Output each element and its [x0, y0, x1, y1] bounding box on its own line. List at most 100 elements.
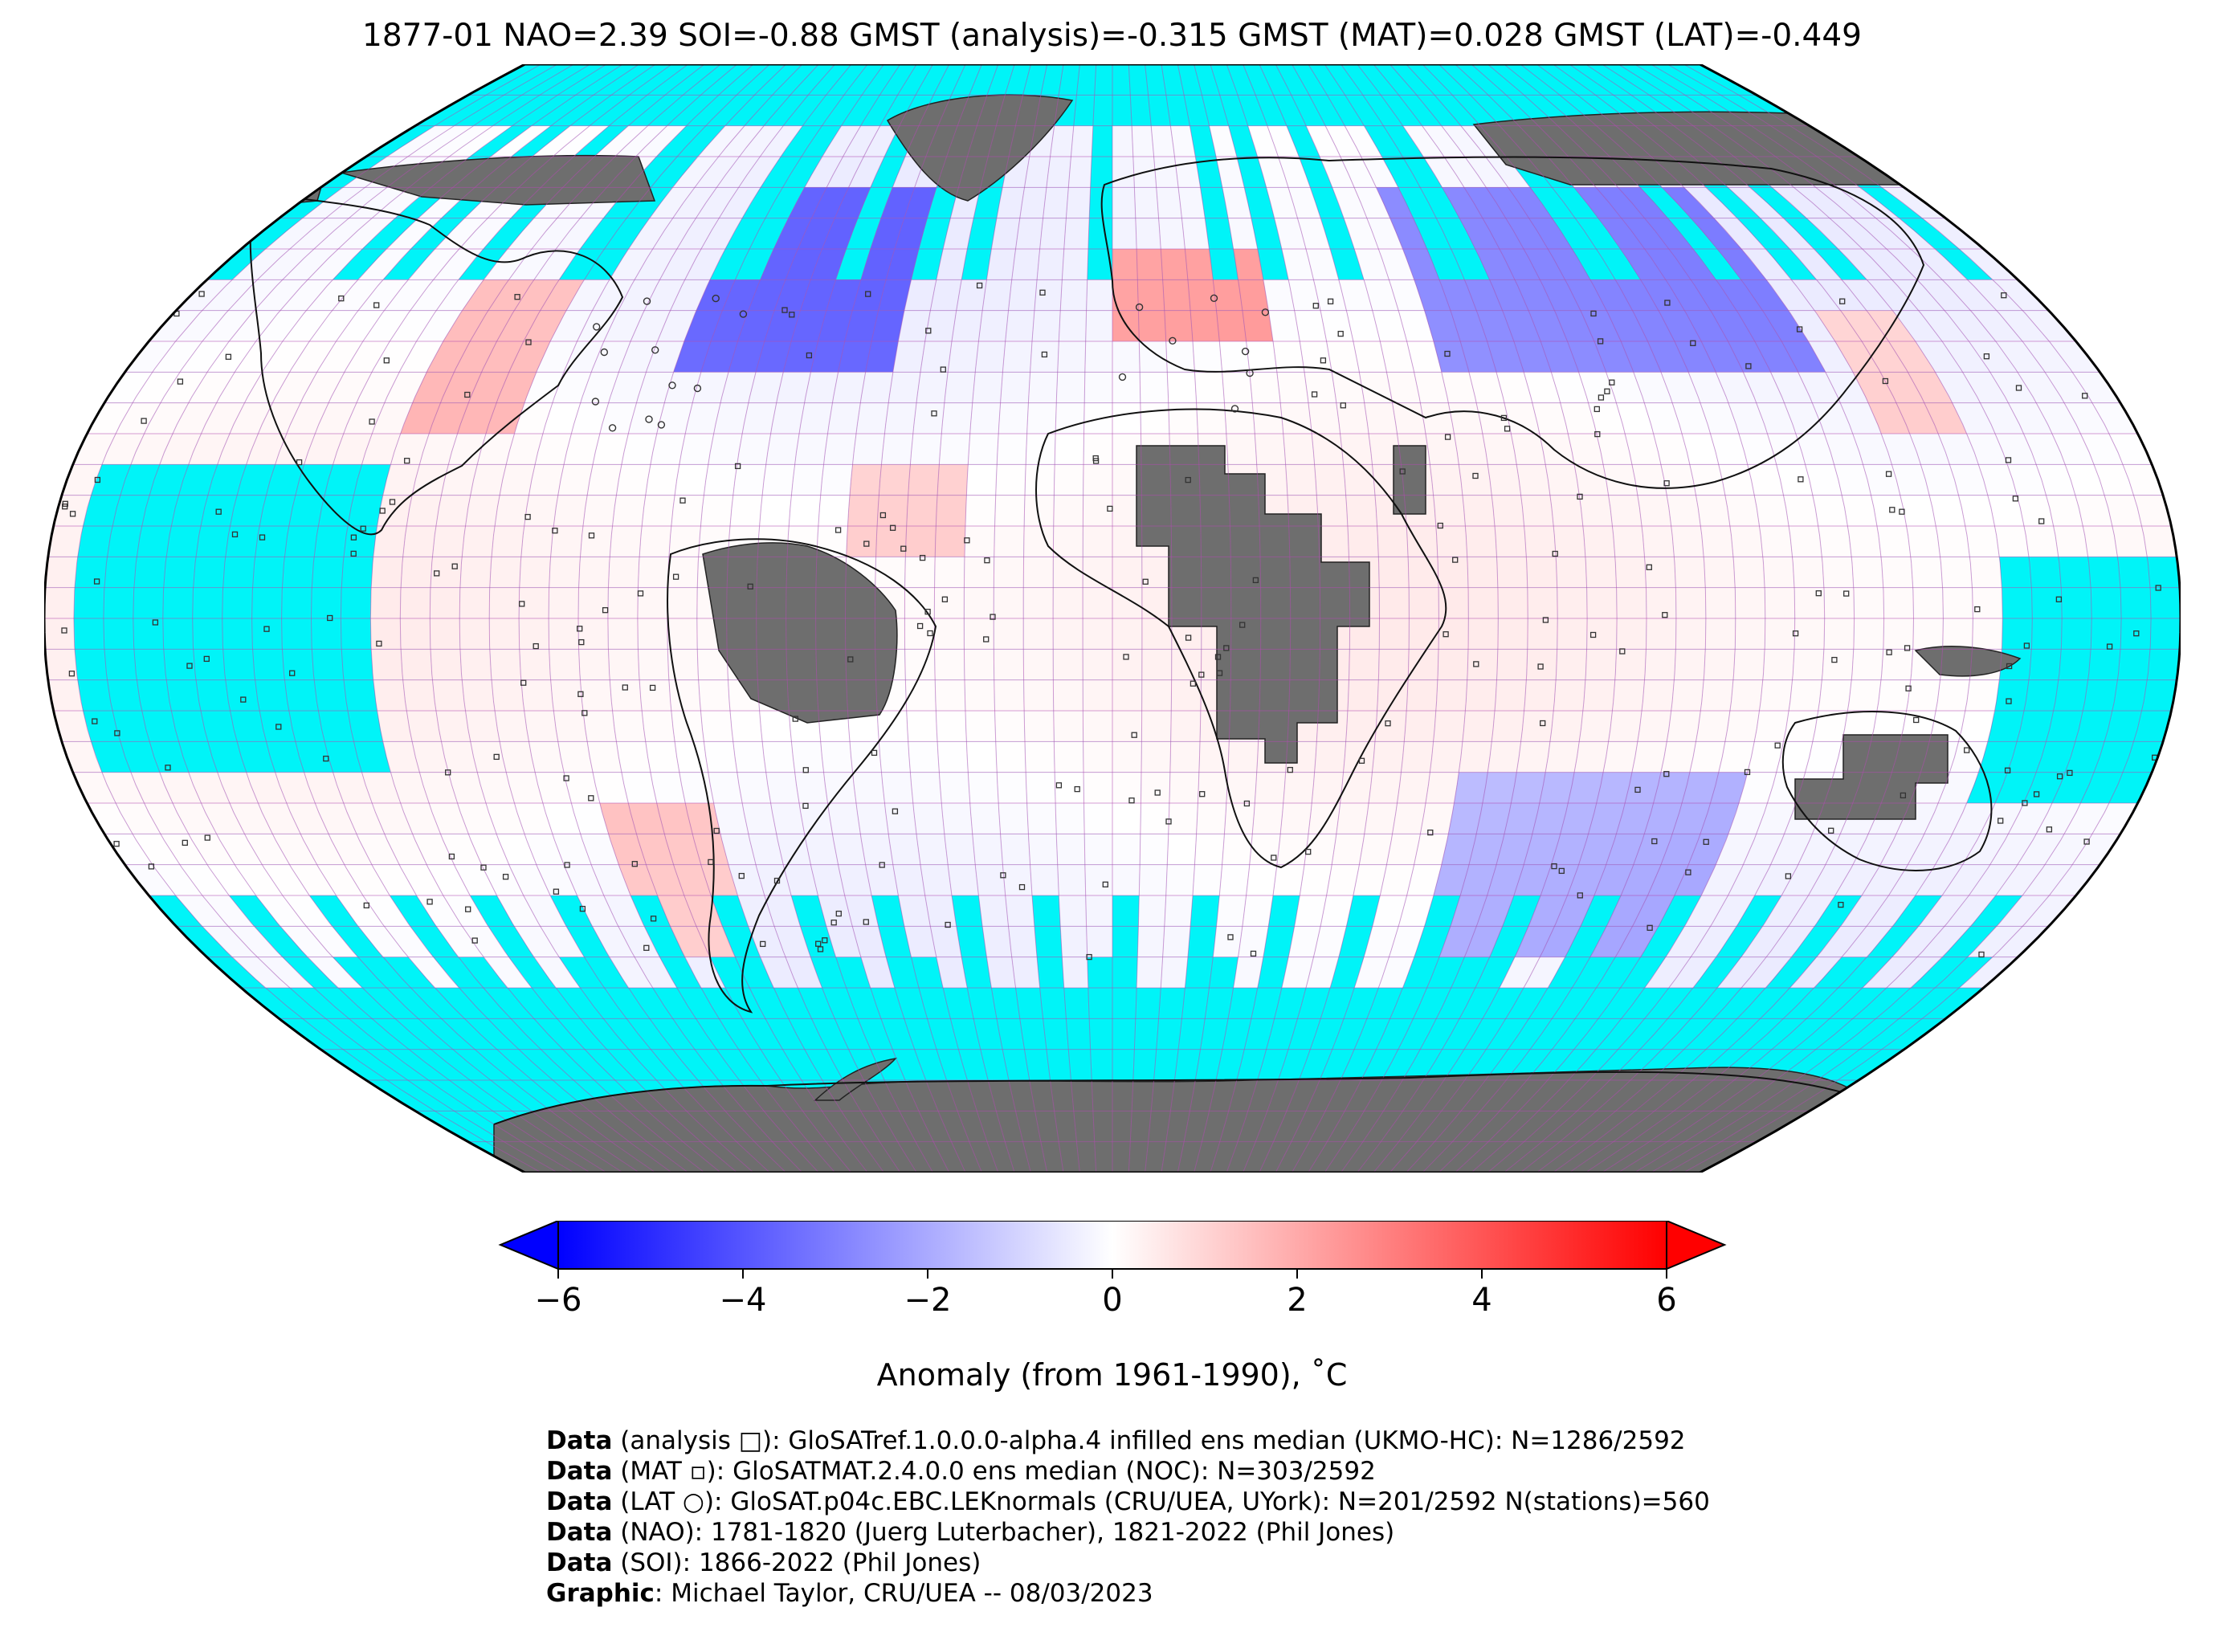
anomaly-cell: [307, 249, 362, 280]
anomaly-cell: [179, 864, 230, 895]
anomaly-cell: [477, 772, 515, 803]
anomaly-cell: [1055, 402, 1085, 434]
anomaly-cell: [852, 772, 885, 803]
anomaly-cell: [904, 557, 936, 588]
anomaly-cell: [692, 372, 728, 403]
mat-obs-marker: [1427, 829, 1434, 836]
anomaly-cell: [1606, 372, 1645, 403]
anomaly-cell: [1863, 249, 1918, 280]
anomaly-cell: [1586, 618, 1618, 650]
anomaly-cell: [1392, 803, 1426, 834]
anomaly-cell: [1379, 618, 1410, 650]
mat-obs-marker: [1594, 406, 1600, 413]
anomaly-cell: [443, 310, 488, 341]
anomaly-cell: [1085, 310, 1112, 341]
meridian-line: [1406, 64, 1647, 1173]
mat-obs-marker: [177, 378, 184, 385]
anomaly-cell: [1962, 372, 2009, 403]
credit-mat: Data (MAT ▫): GloSATMAT.2.4.0.0 ens medi…: [546, 1457, 1376, 1486]
anomaly-cell: [1642, 526, 1675, 557]
anomaly-cell: [1952, 803, 1996, 834]
anomaly-cell: [2083, 526, 2118, 557]
anomaly-cell: [1084, 834, 1112, 865]
anomaly-cell: [1540, 279, 1581, 311]
anomaly-cell: [1238, 279, 1269, 311]
anomaly-cell: [1622, 218, 1669, 249]
anomaly-cell: [1653, 772, 1690, 803]
anomaly-cell: [865, 864, 899, 895]
anomaly-cell: [844, 310, 879, 341]
anomaly-cell: [465, 495, 500, 526]
anomaly-cell: [1055, 434, 1084, 465]
anomaly-cell: [986, 249, 1016, 280]
anomaly-cell: [1690, 464, 1726, 496]
anomaly-cell: [1816, 187, 1876, 218]
anomaly-cell: [490, 125, 551, 157]
anomaly-cell: [1508, 187, 1553, 218]
anomaly-cell: [1306, 957, 1339, 988]
anomaly-cell: [1682, 434, 1719, 465]
anomaly-cell: [1242, 895, 1273, 927]
anomaly-cell: [549, 557, 581, 588]
mat-obs-marker: [1305, 848, 1312, 855]
anomaly-cell: [1364, 803, 1398, 834]
mat-obs-marker: [1086, 953, 1092, 961]
anomaly-cell: [818, 495, 850, 526]
mat-obs-marker: [69, 511, 76, 517]
meridian-line: [1210, 64, 1292, 1173]
anomaly-cell: [1066, 187, 1091, 218]
anomaly-cell: [684, 249, 725, 280]
mat-obs-marker: [113, 841, 120, 847]
anomaly-cell: [877, 495, 908, 526]
anomaly-cell: [982, 279, 1012, 311]
eurasia-coast: [1100, 156, 1925, 489]
anomaly-cell: [1213, 926, 1243, 957]
anomaly-cell: [1216, 310, 1247, 341]
anomaly-cell: [1842, 926, 1893, 957]
anomaly-cell: [1808, 341, 1854, 373]
anomaly-cell: [390, 434, 429, 465]
anomaly-cell: [732, 464, 766, 496]
anomaly-cell: [1551, 834, 1589, 865]
anomaly-cell: [1638, 711, 1671, 742]
anomaly-cell: [2075, 495, 2113, 526]
meridian-line: [429, 64, 738, 1173]
mat-obs-marker: [152, 619, 159, 626]
anomaly-cell: [1793, 187, 1854, 218]
anomaly-cell: [670, 279, 710, 311]
meridian-line: [1602, 64, 2003, 1173]
mat-obs-marker: [1664, 300, 1671, 306]
mat-obs-marker: [892, 808, 899, 814]
mat-obs-marker: [471, 937, 478, 944]
anomaly-cell: [1414, 279, 1451, 311]
anomaly-cell: [1465, 679, 1497, 711]
anomaly-cell: [432, 679, 466, 711]
anomaly-cell: [1216, 895, 1247, 927]
anomaly-cell: [667, 557, 699, 588]
anomaly-cell: [1588, 402, 1626, 434]
anomaly-cell: [870, 218, 904, 249]
anomaly-cell: [1759, 679, 1793, 711]
anomaly-cell: [1340, 434, 1373, 465]
mat-obs-marker: [588, 795, 594, 802]
meridian-line: [1145, 64, 1173, 1173]
mat-obs-marker: [1889, 507, 1896, 513]
mat-obs-marker: [525, 339, 532, 345]
anomaly-cell: [810, 864, 845, 895]
anomaly-cell: [1151, 125, 1175, 157]
anomaly-cell: [738, 157, 781, 188]
anomaly-cell: [2022, 310, 2076, 341]
mat-obs-marker: [863, 540, 870, 547]
anomaly-cell: [904, 279, 937, 311]
mat-obs-marker: [275, 724, 282, 730]
anomaly-cell: [1138, 310, 1166, 341]
anomaly-cell: [1853, 218, 1912, 249]
anomaly-cell: [827, 402, 861, 434]
anomaly-cell: [1741, 926, 1789, 957]
anomaly-cell: [390, 772, 429, 803]
anomaly-cell: [1112, 618, 1142, 650]
anomaly-cell: [1442, 187, 1483, 218]
anomaly-cell: [1112, 679, 1142, 711]
anomaly-cell: [1620, 249, 1666, 280]
anomaly-cell: [1233, 957, 1263, 988]
